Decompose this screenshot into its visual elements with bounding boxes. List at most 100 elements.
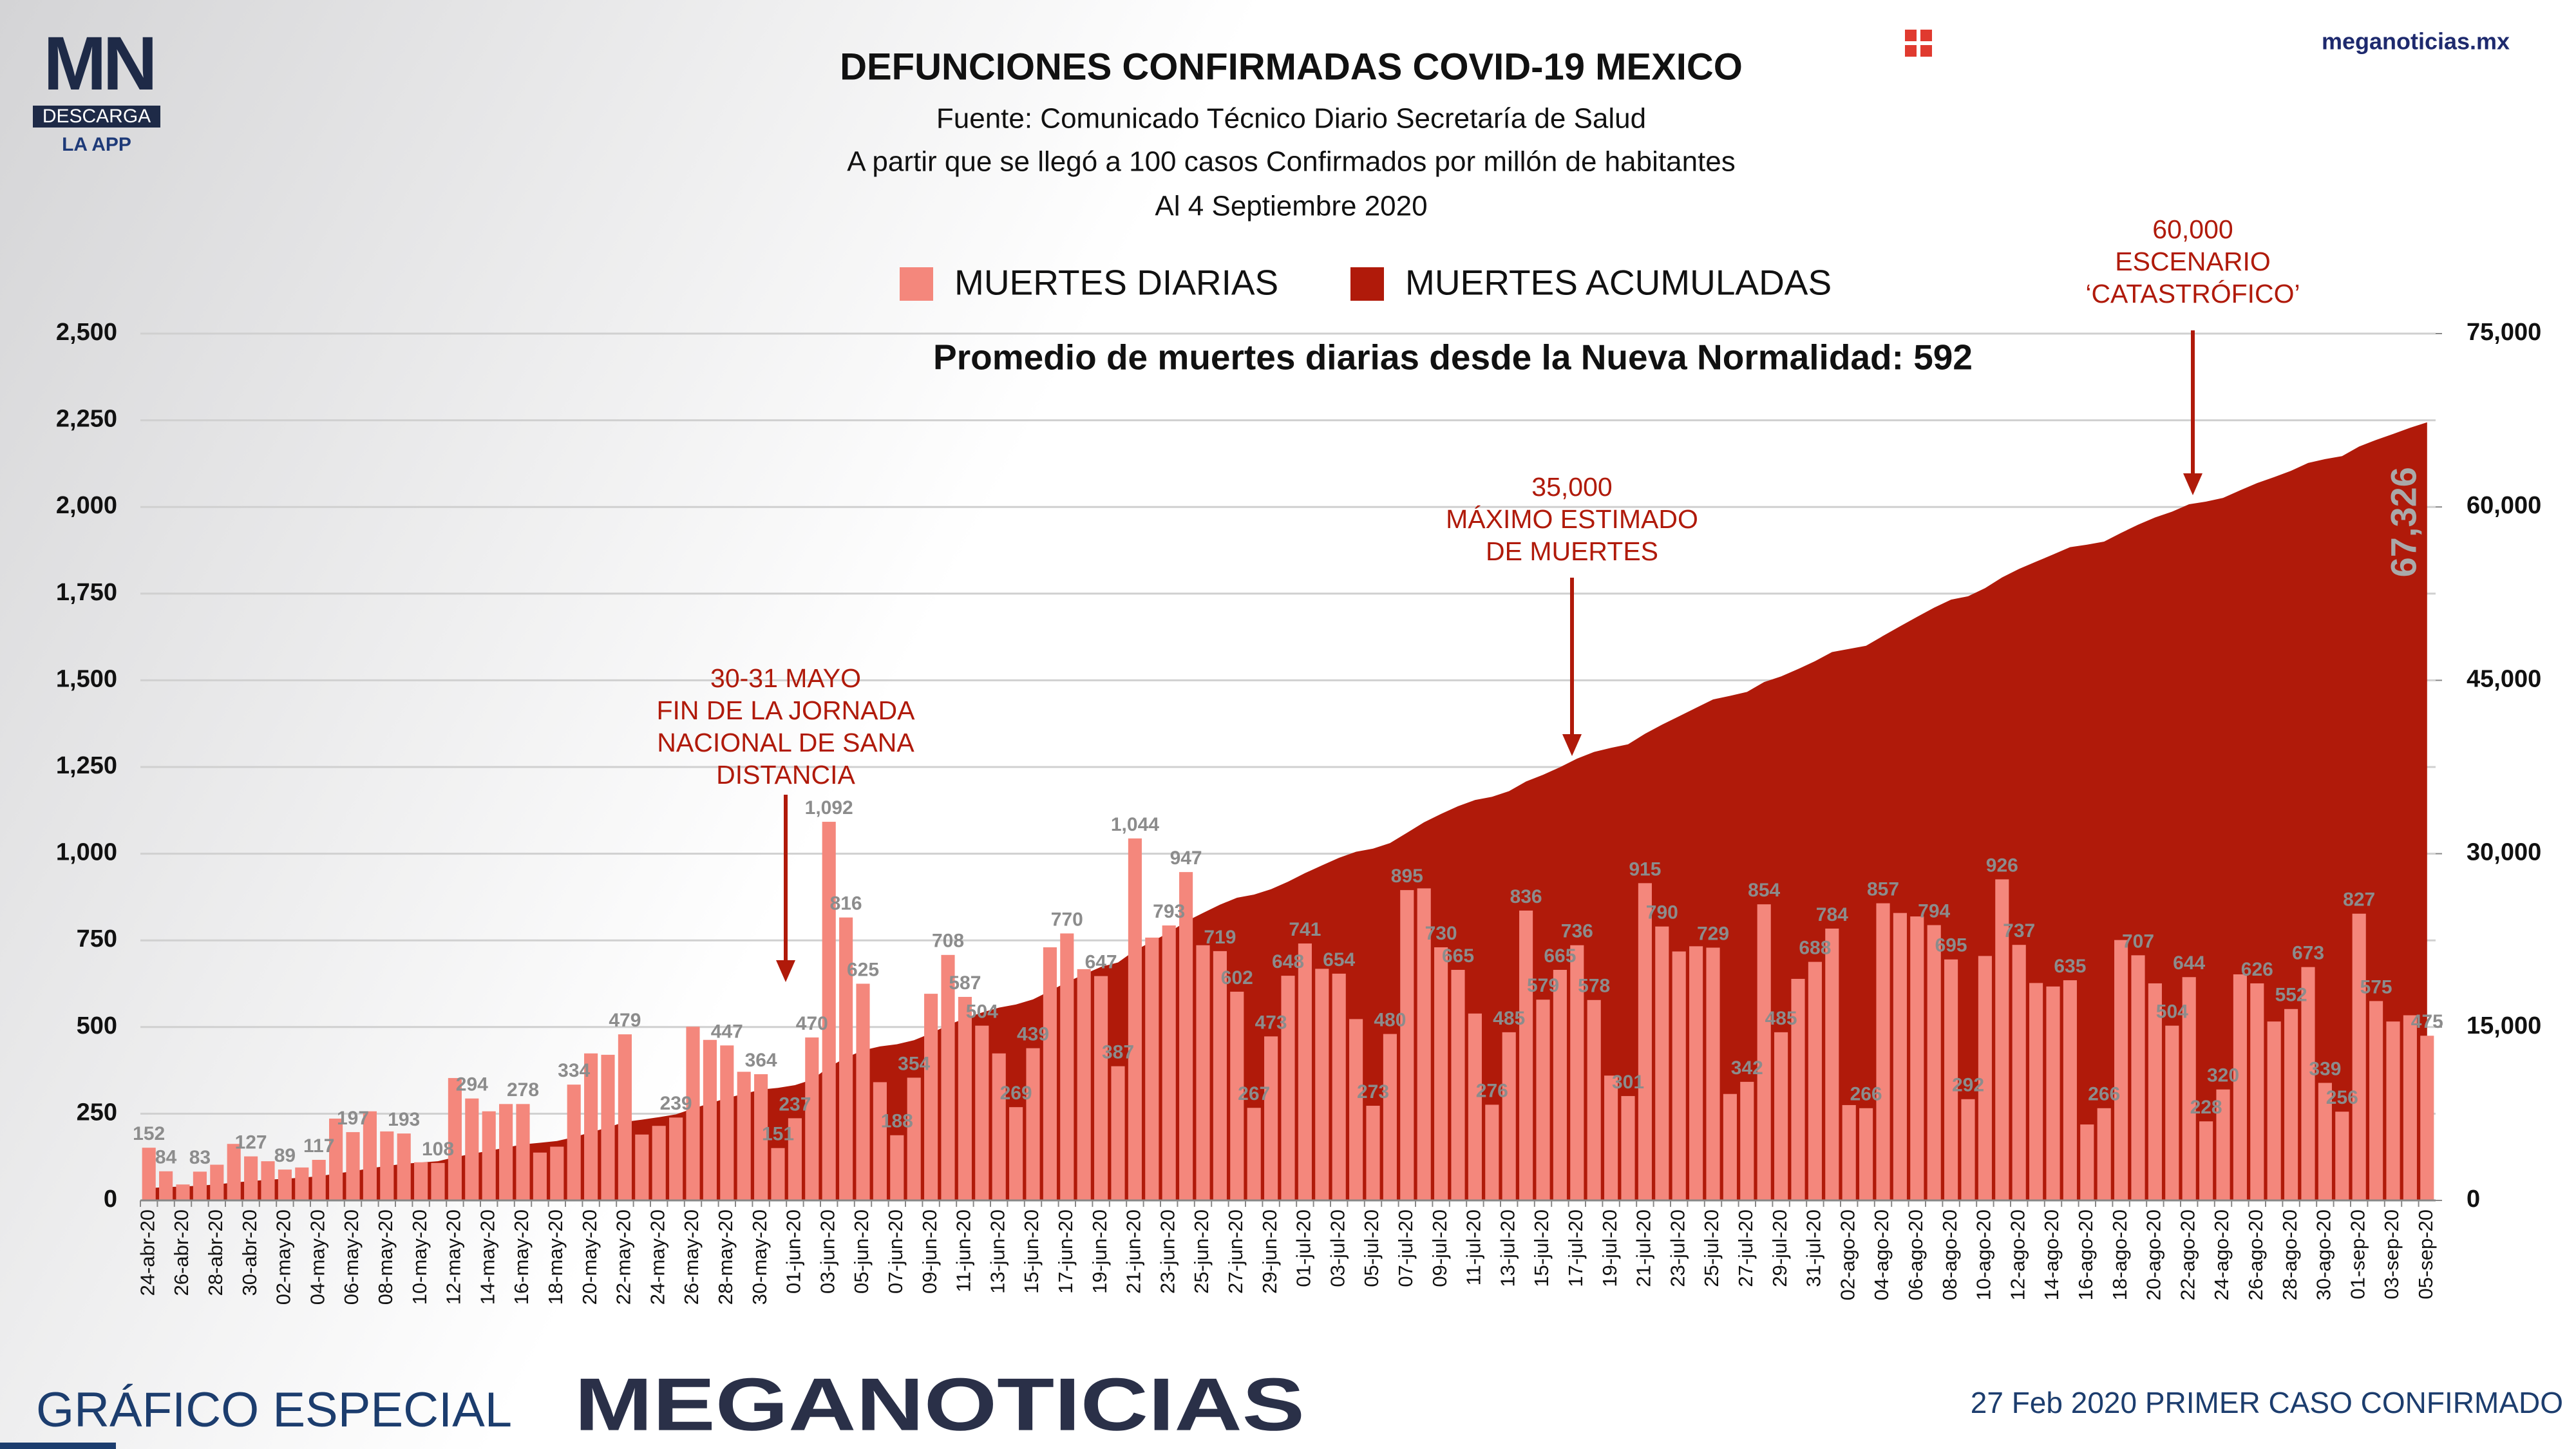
bar [788, 1118, 802, 1200]
value-label: 292 [1952, 1075, 1984, 1096]
subtitle: Al 4 Septiembre 2020 [1155, 191, 1427, 222]
bar [2369, 1001, 2383, 1200]
bar [1162, 925, 1176, 1200]
bar [1876, 903, 1890, 1200]
x-tick-label: 24-abr-20 [136, 1209, 158, 1296]
bar [975, 1025, 989, 1200]
y2-tick-label: 75,000 [2467, 319, 2541, 346]
bar [652, 1126, 666, 1200]
x-tick-label: 13-jun-20 [986, 1209, 1009, 1294]
bar [1213, 951, 1227, 1200]
bar [2097, 1108, 2111, 1200]
value-label: 320 [2207, 1065, 2239, 1086]
bar [1298, 943, 1312, 1200]
bar [2165, 1025, 2179, 1200]
value-label: 485 [1765, 1008, 1797, 1029]
value-label: 741 [1289, 919, 1321, 940]
footer-right: 27 Feb 2020 PRIMER CASO CONFIRMADO [1971, 1386, 2563, 1419]
bar [2131, 955, 2145, 1200]
bar [907, 1077, 921, 1200]
bar [2114, 940, 2128, 1200]
value-label: 237 [779, 1094, 811, 1115]
value-label: 479 [609, 1010, 641, 1031]
logo-sub: LA APP [62, 134, 131, 155]
x-tick-label: 24-may-20 [646, 1209, 668, 1305]
y-tick-label: 750 [77, 925, 117, 952]
value-label: 587 [949, 972, 981, 994]
value-label: 480 [1374, 1009, 1406, 1030]
area [149, 422, 2427, 1201]
bar [2216, 1089, 2230, 1200]
bar [2301, 967, 2315, 1200]
annotation: 35,000 [1531, 472, 1612, 502]
bar [550, 1146, 564, 1200]
bar [380, 1131, 394, 1200]
value-label: 654 [1323, 949, 1355, 971]
value-label: 342 [1731, 1057, 1763, 1079]
value-label: 794 [1918, 900, 1950, 922]
value-label: 695 [1935, 935, 1967, 956]
value-label: 578 [1578, 976, 1610, 997]
bar [1893, 913, 1907, 1200]
value-label: 266 [1850, 1084, 1882, 1105]
y-tick-label: 500 [77, 1012, 117, 1039]
x-tick-label: 14-ago-20 [2040, 1209, 2063, 1300]
x-tick-label: 25-jun-20 [1190, 1209, 1213, 1294]
bar [516, 1104, 530, 1200]
x-tick-label: 18-ago-20 [2108, 1209, 2131, 1300]
bar [873, 1082, 887, 1200]
bar [465, 1098, 479, 1200]
legend-label: MUERTES DIARIAS [954, 263, 1278, 303]
bar [1587, 999, 1601, 1200]
value-label: 193 [388, 1109, 420, 1130]
chart-title: DEFUNCIONES CONFIRMADAS COVID-19 MEXICO [840, 46, 1743, 88]
y-tick-label: 0 [104, 1186, 117, 1213]
bar [312, 1160, 326, 1200]
value-label: 784 [1816, 904, 1848, 925]
bar [567, 1084, 581, 1200]
value-label: 665 [1544, 945, 1576, 967]
annotation: DISTANCIA [716, 760, 855, 790]
bar [754, 1074, 768, 1200]
value-label: 947 [1170, 848, 1202, 869]
footer-brand: MEGANOTICIAS [574, 1363, 1305, 1446]
y2-tick-label: 60,000 [2467, 492, 2541, 519]
x-tick-label: 05-sep-20 [2414, 1209, 2437, 1300]
x-tick-label: 14-may-20 [476, 1209, 498, 1305]
bar [1468, 1013, 1482, 1200]
bar [2403, 1015, 2417, 1200]
bar [1723, 1094, 1737, 1200]
bar [703, 1039, 717, 1200]
y-tick-label: 1,750 [56, 579, 117, 606]
x-tick-label: 20-ago-20 [2143, 1209, 2165, 1300]
legend-label: MUERTES ACUMULADAS [1405, 263, 1832, 303]
value-label: 688 [1799, 938, 1831, 959]
bar [210, 1164, 224, 1200]
value-label: 729 [1697, 923, 1729, 944]
value-label: 387 [1102, 1042, 1134, 1063]
value-label: 793 [1153, 901, 1185, 922]
bar [992, 1053, 1006, 1200]
value-label: 276 [1476, 1080, 1508, 1101]
bar [1825, 928, 1839, 1200]
value-label: 266 [2088, 1084, 2120, 1105]
x-tick-label: 10-may-20 [408, 1209, 431, 1305]
value-label: 635 [2054, 956, 2086, 977]
logo-button [33, 106, 160, 128]
y-tick-label: 250 [77, 1099, 117, 1126]
value-label: 552 [2275, 985, 2307, 1006]
bar [278, 1170, 292, 1200]
value-label: 364 [745, 1050, 777, 1071]
legend-swatch [1350, 267, 1384, 301]
y-tick-label: 2,000 [56, 492, 117, 519]
annotation-arrowhead [1562, 734, 1582, 756]
y-tick-label: 1,250 [56, 752, 117, 779]
value-label: 67,326 [2383, 467, 2424, 577]
value-label: 354 [898, 1053, 930, 1074]
bar [2250, 983, 2264, 1200]
x-tick-label: 23-jun-20 [1156, 1209, 1179, 1294]
x-tick-label: 30-ago-20 [2313, 1209, 2335, 1300]
bar [1366, 1106, 1380, 1200]
bar [1706, 947, 1720, 1200]
x-tick-label: 11-jun-20 [952, 1209, 975, 1293]
